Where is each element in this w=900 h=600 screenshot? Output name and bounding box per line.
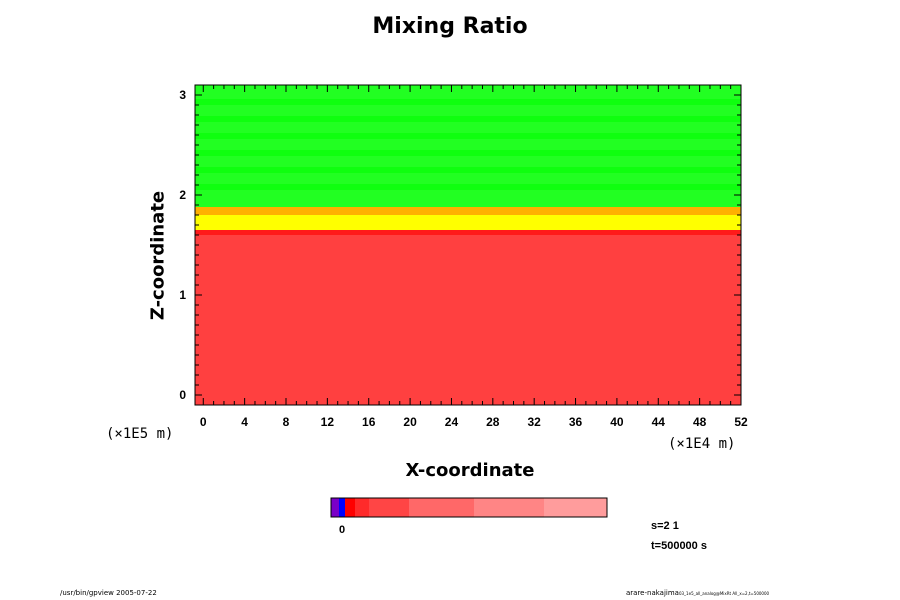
footer-left: /usr/bin/gpview 2005-07-22 xyxy=(60,589,157,597)
colorbar-segment xyxy=(369,498,409,517)
heatmap-layer-orange xyxy=(195,207,741,215)
x-tick-label: 20 xyxy=(403,415,417,429)
x-tick-label: 24 xyxy=(445,415,459,429)
x-tick-label: 28 xyxy=(486,415,500,429)
colorbar-segment xyxy=(339,498,345,517)
colorbar-label: 0 xyxy=(339,524,346,536)
x-tick-label: 4 xyxy=(241,415,248,429)
y-tick-label: 0 xyxy=(179,388,186,402)
colorbar-segment xyxy=(355,498,369,517)
green-band xyxy=(195,150,741,156)
x-axis-unit: (×1E4 m) xyxy=(668,436,736,452)
y-axis-ticks: 0 1 2 3 xyxy=(179,84,741,406)
x-axis-label: X-coordinate xyxy=(405,460,535,481)
x-axis-ticks: 0 4 8 12 16 20 24 28 32 36 40 44 48 52 xyxy=(200,85,748,429)
colorbar-segment xyxy=(345,498,355,517)
colorbar-frame xyxy=(330,497,608,518)
y-tick-label: 2 xyxy=(179,188,186,202)
heatmap-layers xyxy=(195,85,741,405)
step-annotation: s=2 1 xyxy=(651,520,679,532)
chart-title: Mixing Ratio xyxy=(372,14,528,39)
green-band xyxy=(195,116,741,122)
x-tick-label: 16 xyxy=(362,415,376,429)
footer-user: arare-nakajima xyxy=(626,589,679,597)
colorbar-segment xyxy=(474,498,544,517)
x-tick-label: 52 xyxy=(734,415,748,429)
x-tick-label: 44 xyxy=(652,415,666,429)
y-axis-label: Z-coordinate xyxy=(147,190,169,321)
x-tick-label: 0 xyxy=(200,415,207,429)
y-tick-label: 1 xyxy=(179,288,186,302)
heatmap-layer-yellow xyxy=(195,215,741,230)
green-band xyxy=(195,184,741,190)
footer-run-id: 03_1e5_all_analog@MixRt All_x=2,t=500000 xyxy=(678,591,770,596)
x-tick-label: 48 xyxy=(693,415,707,429)
y-axis-unit: (×1E5 m) xyxy=(106,426,174,442)
green-band xyxy=(195,167,741,173)
green-band xyxy=(195,99,741,105)
x-tick-label: 36 xyxy=(569,415,583,429)
time-annotation: t=500000 s xyxy=(651,540,707,552)
x-tick-label: 8 xyxy=(283,415,290,429)
colorbar-segment xyxy=(409,498,474,517)
x-tick-label: 12 xyxy=(321,415,335,429)
green-band xyxy=(195,133,741,139)
y-tick-label: 3 xyxy=(179,88,186,102)
heatmap-layer-bright-red xyxy=(195,230,741,235)
footer-right: arare-nakajima03_1e5_all_analog@MixRt Al… xyxy=(626,589,769,597)
x-tick-label: 40 xyxy=(610,415,624,429)
heatmap-layer-red xyxy=(195,235,741,405)
colorbar-segment xyxy=(331,498,339,517)
colorbar-segment xyxy=(544,498,607,517)
colorbar xyxy=(330,497,608,518)
x-tick-label: 32 xyxy=(528,415,542,429)
